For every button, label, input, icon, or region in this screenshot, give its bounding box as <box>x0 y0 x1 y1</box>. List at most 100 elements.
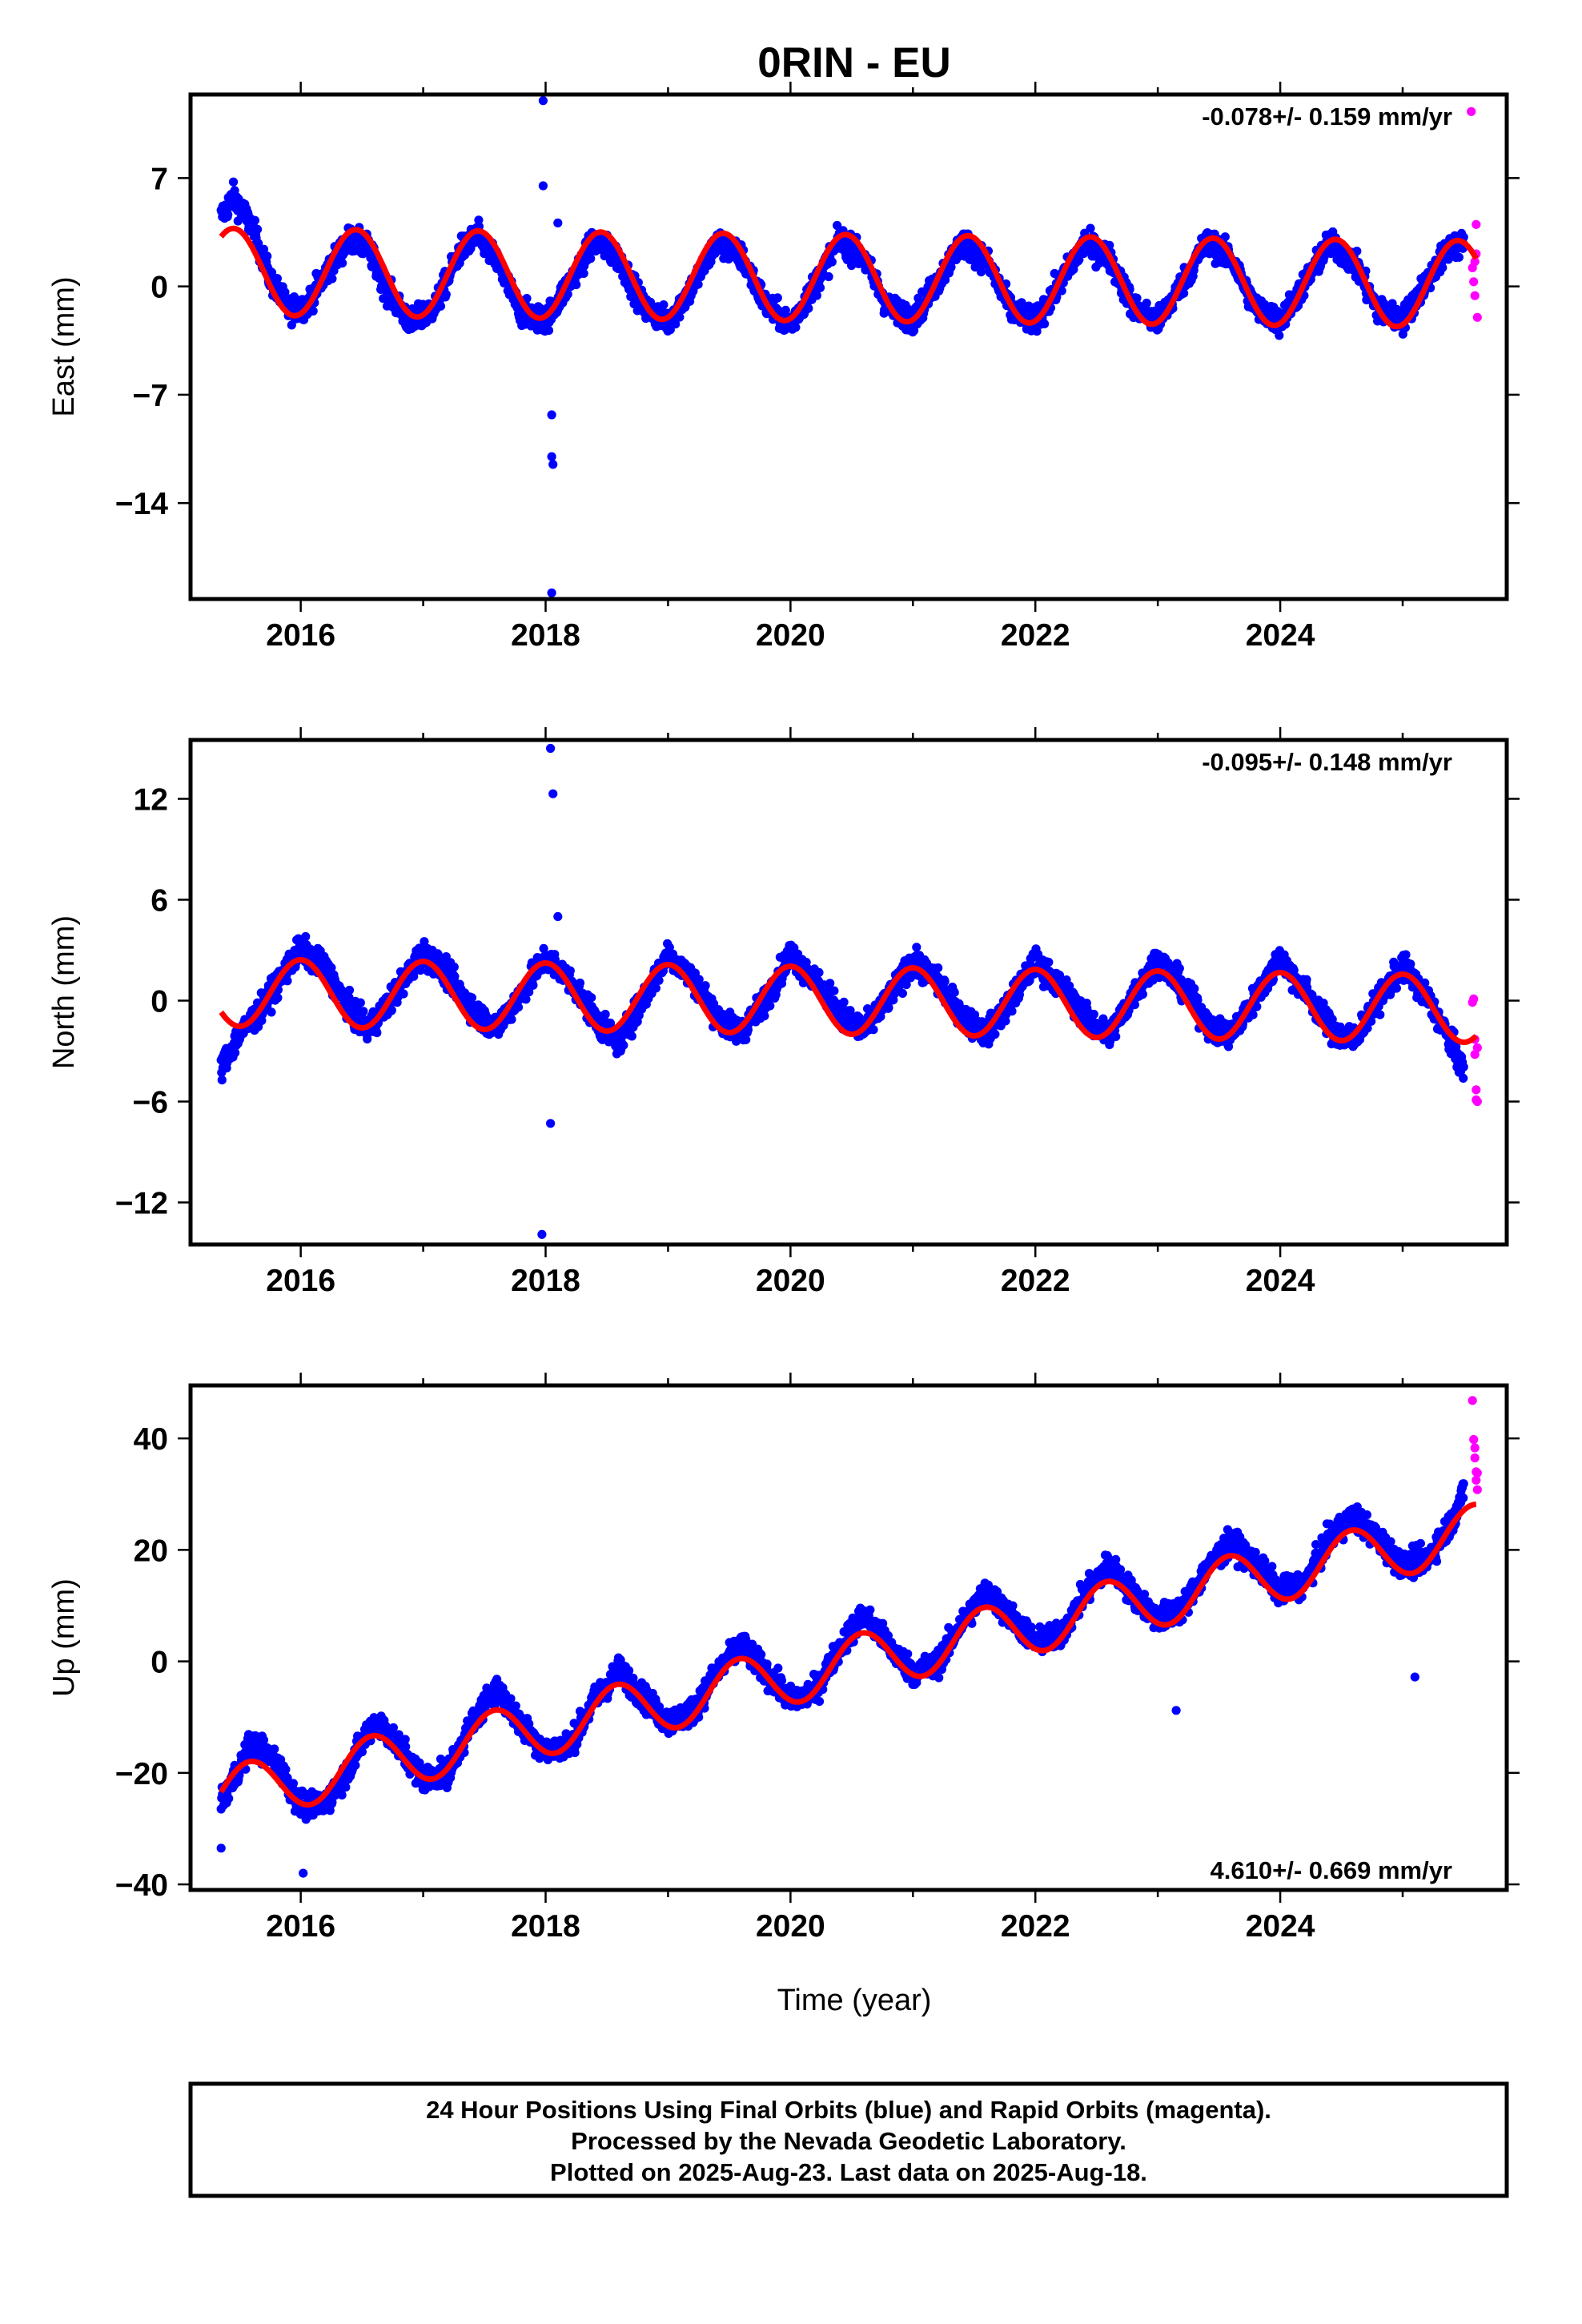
1-final-point <box>273 993 283 1003</box>
0-final-point <box>436 301 446 311</box>
0-outlier-point <box>548 460 558 469</box>
1-final-point <box>301 931 311 942</box>
0-final-point <box>1275 331 1284 340</box>
1-final-point <box>355 998 365 1007</box>
0-final-point <box>833 220 842 231</box>
0-final-point <box>579 268 588 278</box>
1-final-point <box>814 967 824 977</box>
0-outlier-point <box>547 588 556 597</box>
1-final-point <box>372 1028 382 1038</box>
1-final-point <box>267 1007 276 1017</box>
0-final-point <box>586 254 596 263</box>
0-final-point <box>675 312 685 322</box>
1-final-point <box>507 1015 516 1024</box>
1-final-point <box>217 1076 227 1085</box>
1-final-point <box>449 962 459 972</box>
0-final-point <box>824 271 833 282</box>
east-rate-label: -0.078+/- 0.159 mm/yr <box>1202 103 1452 131</box>
0-rapid-point <box>1472 312 1482 322</box>
north-points <box>216 743 1468 1239</box>
0-final-point <box>250 215 259 225</box>
y-tick-label: −14 <box>115 487 168 521</box>
1-final-point <box>897 988 907 998</box>
0-final-point <box>804 304 813 313</box>
0-rapid-point <box>1467 107 1476 116</box>
0-final-point <box>253 224 263 234</box>
x-tick-label: 2016 <box>266 618 335 653</box>
1-final-point <box>839 997 849 1007</box>
1-final-point <box>912 943 921 952</box>
y-tick-label: −7 <box>133 379 168 413</box>
0-final-point <box>308 306 318 316</box>
0-final-point <box>909 326 919 336</box>
0-final-point <box>441 290 451 300</box>
0-final-point <box>659 300 669 310</box>
east-ticks: 2016 2018 2020 2022 2024 7 0 −7 −14 <box>115 82 1520 653</box>
0-final-point <box>544 326 554 336</box>
x-tick-label: 2020 <box>756 618 825 653</box>
1-final-point <box>231 1048 240 1058</box>
1-final-point <box>990 1029 1000 1039</box>
0-final-point <box>773 293 782 303</box>
1-final-point <box>565 966 575 975</box>
x-tick-label: 2022 <box>1001 618 1070 653</box>
1-final-point <box>359 1007 368 1016</box>
0-final-point <box>563 289 572 299</box>
1-final-point <box>528 980 538 990</box>
east-points <box>216 96 1468 597</box>
0-final-point <box>536 304 545 313</box>
0-final-point <box>280 287 290 297</box>
0-rapid-point <box>1469 277 1479 287</box>
0-final-point <box>781 305 790 315</box>
0-final-point <box>259 244 269 254</box>
chart-title: 0RIN - EU <box>757 39 950 86</box>
0-final-point <box>946 263 956 272</box>
y-tick-label: 7 <box>151 162 168 196</box>
0-outlier-point <box>538 96 548 106</box>
0-final-point <box>815 283 825 292</box>
0-final-point <box>812 291 821 300</box>
0-final-point <box>223 210 233 219</box>
0-final-point <box>263 251 272 261</box>
0-final-point <box>693 279 703 289</box>
1-final-point <box>651 983 661 993</box>
1-final-point <box>869 1025 878 1035</box>
east-y-label: East (mm) <box>47 276 81 416</box>
y-tick-label: 0 <box>151 271 168 305</box>
0-final-point <box>791 323 801 332</box>
0-final-point <box>327 274 337 283</box>
1-final-point <box>575 978 585 988</box>
0-final-point <box>1142 298 1151 308</box>
0-final-point <box>827 257 837 267</box>
1-final-point <box>1007 1007 1017 1016</box>
1-final-point <box>344 985 355 995</box>
1-final-point <box>825 979 835 988</box>
1-final-point <box>1044 957 1054 967</box>
0-final-point <box>1040 319 1050 328</box>
0-final-point <box>338 258 347 268</box>
1-final-point <box>283 976 292 986</box>
east-frame <box>188 92 1509 601</box>
0-final-point <box>671 320 681 329</box>
1-final-point <box>950 987 959 997</box>
1-final-point <box>587 993 596 1003</box>
x-tick-label: 2018 <box>511 618 580 653</box>
1-final-point <box>387 1005 396 1015</box>
x-tick-label: 2024 <box>1246 618 1315 653</box>
0-rapid-point <box>1472 219 1481 229</box>
0-outlier-point <box>553 218 563 227</box>
0-final-point <box>1454 252 1464 262</box>
east-rapid-points <box>1467 107 1482 322</box>
1-final-point <box>701 981 710 991</box>
1-final-point <box>627 1031 636 1041</box>
0-final-point <box>976 267 986 277</box>
0-final-point <box>572 279 581 290</box>
0-final-point <box>272 274 282 283</box>
1-final-point <box>399 989 408 999</box>
0-final-point <box>228 177 239 187</box>
1-final-point <box>829 986 839 995</box>
1-final-point <box>513 1003 524 1012</box>
1-final-point <box>940 977 950 987</box>
